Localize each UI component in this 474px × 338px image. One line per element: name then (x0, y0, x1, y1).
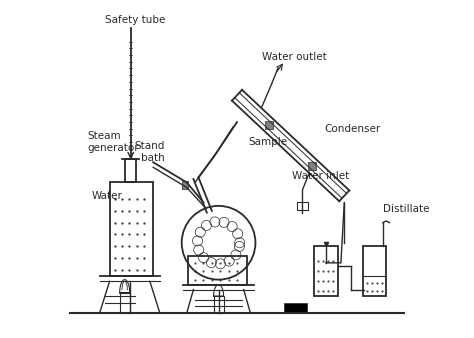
Bar (109, 183, 153, 276)
Bar (308, 162, 316, 170)
Text: Water outlet: Water outlet (262, 52, 327, 62)
Text: Water: Water (91, 191, 122, 201)
Text: Water inlet: Water inlet (292, 171, 349, 181)
Polygon shape (119, 280, 130, 293)
Bar (314, 246, 337, 296)
Bar (284, 303, 308, 313)
Bar (125, 159, 137, 183)
Bar (298, 201, 308, 210)
Bar (182, 181, 188, 189)
Bar (119, 293, 130, 313)
Text: Safety tube: Safety tube (105, 15, 165, 25)
Bar (188, 256, 247, 285)
Text: Steam
generator: Steam generator (88, 131, 139, 153)
Bar (363, 246, 386, 296)
Bar (213, 296, 224, 313)
Text: Distillate: Distillate (383, 204, 429, 214)
Text: Condenser: Condenser (324, 124, 381, 134)
Text: Sample: Sample (249, 137, 288, 147)
Polygon shape (213, 285, 224, 296)
Text: Stand
bath: Stand bath (135, 141, 165, 163)
Bar (265, 121, 273, 129)
